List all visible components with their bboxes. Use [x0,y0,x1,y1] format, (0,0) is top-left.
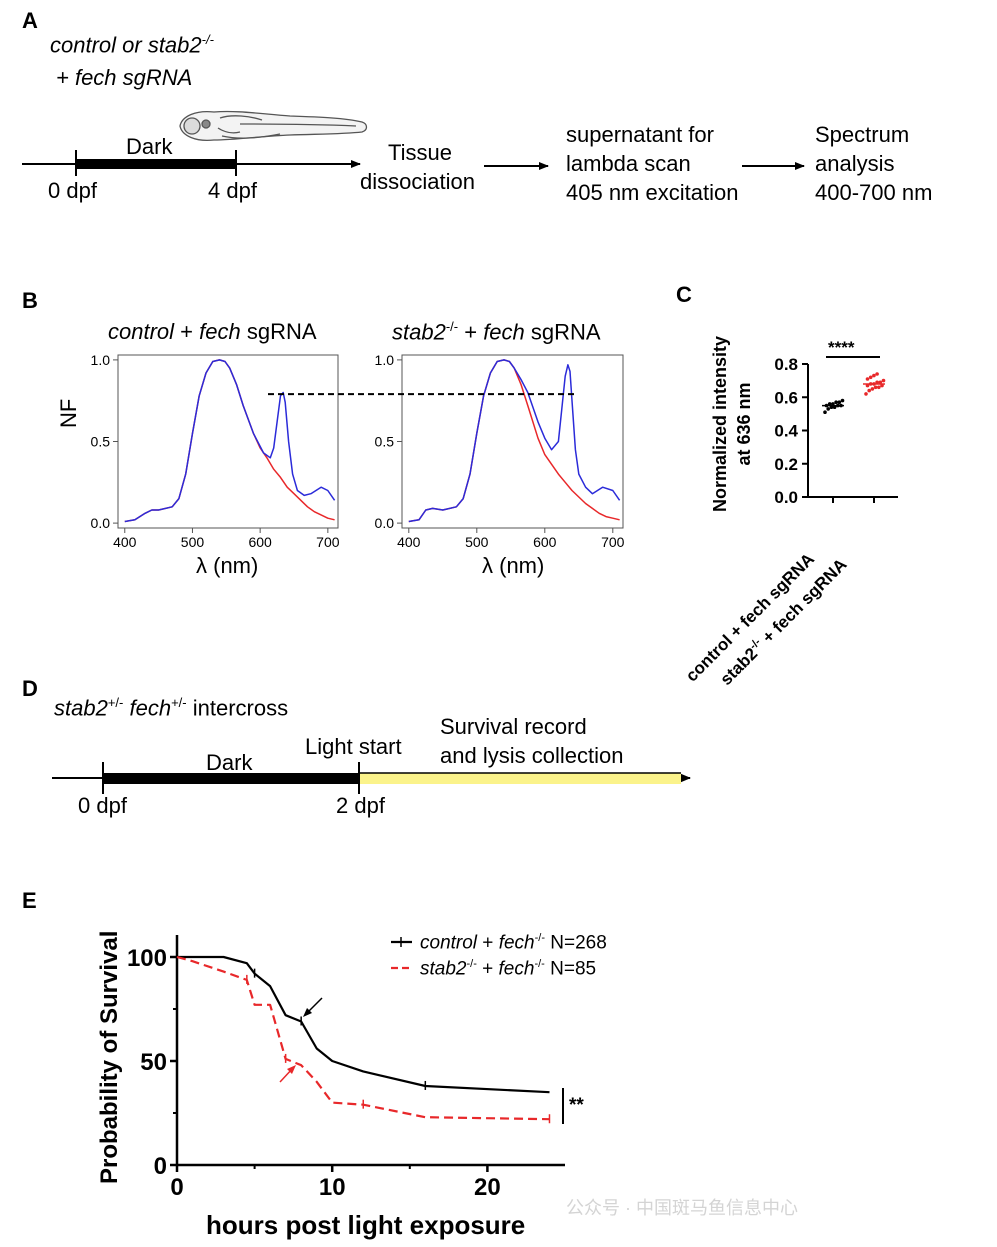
y-tick-label: 0.4 [774,422,798,441]
panel-d-label: D [22,676,38,701]
panel-d-dark-label: Dark [206,750,253,775]
data-point [865,377,870,381]
data-point [840,398,845,403]
panel-a-step2-line2: lambda scan [566,151,691,176]
panel-a-timeline [22,150,805,176]
x-tick-label: 600 [248,534,272,550]
y-tick-label: 0 [154,1153,167,1180]
panel-b-right-xlabel: λ (nm) [482,553,545,578]
y-tick-label: 0.6 [774,388,798,407]
y-tick-label: 1.0 [375,352,395,368]
panel-d-end-tick: 2 dpf [336,793,385,818]
y-tick-label: 0.0 [774,488,798,507]
data-point [881,378,886,383]
x-tick-label: 400 [113,534,137,550]
data-point [872,373,876,378]
panel-a-step3-line3: 400-700 nm [815,180,933,205]
data-point [877,385,881,390]
panel-a-genotype-line2: + fech sgRNA [56,65,193,90]
data-point [867,388,871,393]
panel-e-significance: ** [569,1095,584,1116]
data-point [834,400,838,405]
panel-a-step2-line1: supernatant for [566,122,714,147]
panel-d-light-start: Light start [305,734,402,759]
panel-b-right-title: stab2-/- + fech sgRNA [392,319,601,345]
y-tick-label: 0.0 [91,515,111,531]
x-tick-label: 20 [474,1174,501,1201]
legend-control: control + fech-/- N=268 [420,932,607,954]
panel-a-start-tick: 0 dpf [48,178,97,203]
panel-e-label: E [22,888,37,913]
data-point [870,387,875,391]
data-point [826,407,830,411]
panel-a-label: A [22,8,38,33]
zebrafish-larva-drawing [179,110,368,142]
legend-stab2: stab2-/- + fech-/- N=85 [420,958,597,980]
arrow-stab2-head [287,1065,296,1074]
panel-c-significance: **** [828,338,855,357]
panel-c-label: C [676,282,692,307]
panel-a-step3-line1: Spectrum [815,122,910,147]
panel-b-label: B [22,288,38,313]
panel-a-genotype-line1: control or stab2-/- [50,32,214,58]
y-tick-label: 0.8 [774,355,798,374]
panel-a-end-tick: 4 dpf [208,178,257,203]
data-point [837,400,842,405]
y-tick-label: 0.5 [91,434,111,450]
x-tick-label: 0 [170,1174,183,1201]
y-tick-label: 0.0 [375,515,395,531]
panel-a-step2-line3: 405 nm excitation [566,180,739,205]
panel-d-start-tick: 0 dpf [78,793,127,818]
y-tick-label: 0.5 [375,434,395,450]
data-point [827,402,832,406]
x-tick-label: 10 [319,1174,346,1201]
x-tick-label: 600 [533,534,557,550]
data-point [873,385,878,390]
panel-d-cross: stab2+/- fech+/- intercross [54,695,289,721]
data-point [868,375,873,380]
y-tick-label: 100 [127,945,167,972]
panel-a-dark-label: Dark [126,134,173,159]
panel-b-left-xlabel: λ (nm) [196,553,259,578]
watermark: 公众号 · 中国斑马鱼信息中心 [566,1198,798,1218]
panel-e-xlabel: hours post light exposure [206,1210,526,1240]
light-period-bar [359,773,681,784]
x-tick-label: 700 [601,534,625,550]
dark-period-bar [103,773,359,784]
data-point [875,372,879,376]
survival-curve-black [177,955,550,1094]
x-tick-label: 400 [397,534,421,550]
panel-d-survival-line1: Survival record [440,714,587,739]
x-tick-label: 500 [181,534,205,550]
panel-d-survival-line2: and lysis collection [440,743,624,768]
y-tick-label: 1.0 [91,352,111,368]
data-point [864,392,868,396]
panel-b-left-title: control + fech sgRNA [108,319,317,344]
survival-curve-red [176,955,550,1121]
x-tick-label: 700 [316,534,340,550]
y-tick-label: 0.2 [774,455,798,474]
spectrum-line-blue [408,359,621,523]
panel-a-step1-line2: dissociation [360,169,475,194]
panel-a-step3-line2: analysis [815,151,895,176]
x-tick-label: 500 [465,534,489,550]
data-point [831,402,835,406]
arrow-control-head [303,1008,312,1017]
panel-a-step1-line1: Tissue [388,140,452,165]
y-tick-label: 50 [140,1049,167,1076]
data-point [823,410,827,415]
spectrum-line-blue [124,359,336,523]
